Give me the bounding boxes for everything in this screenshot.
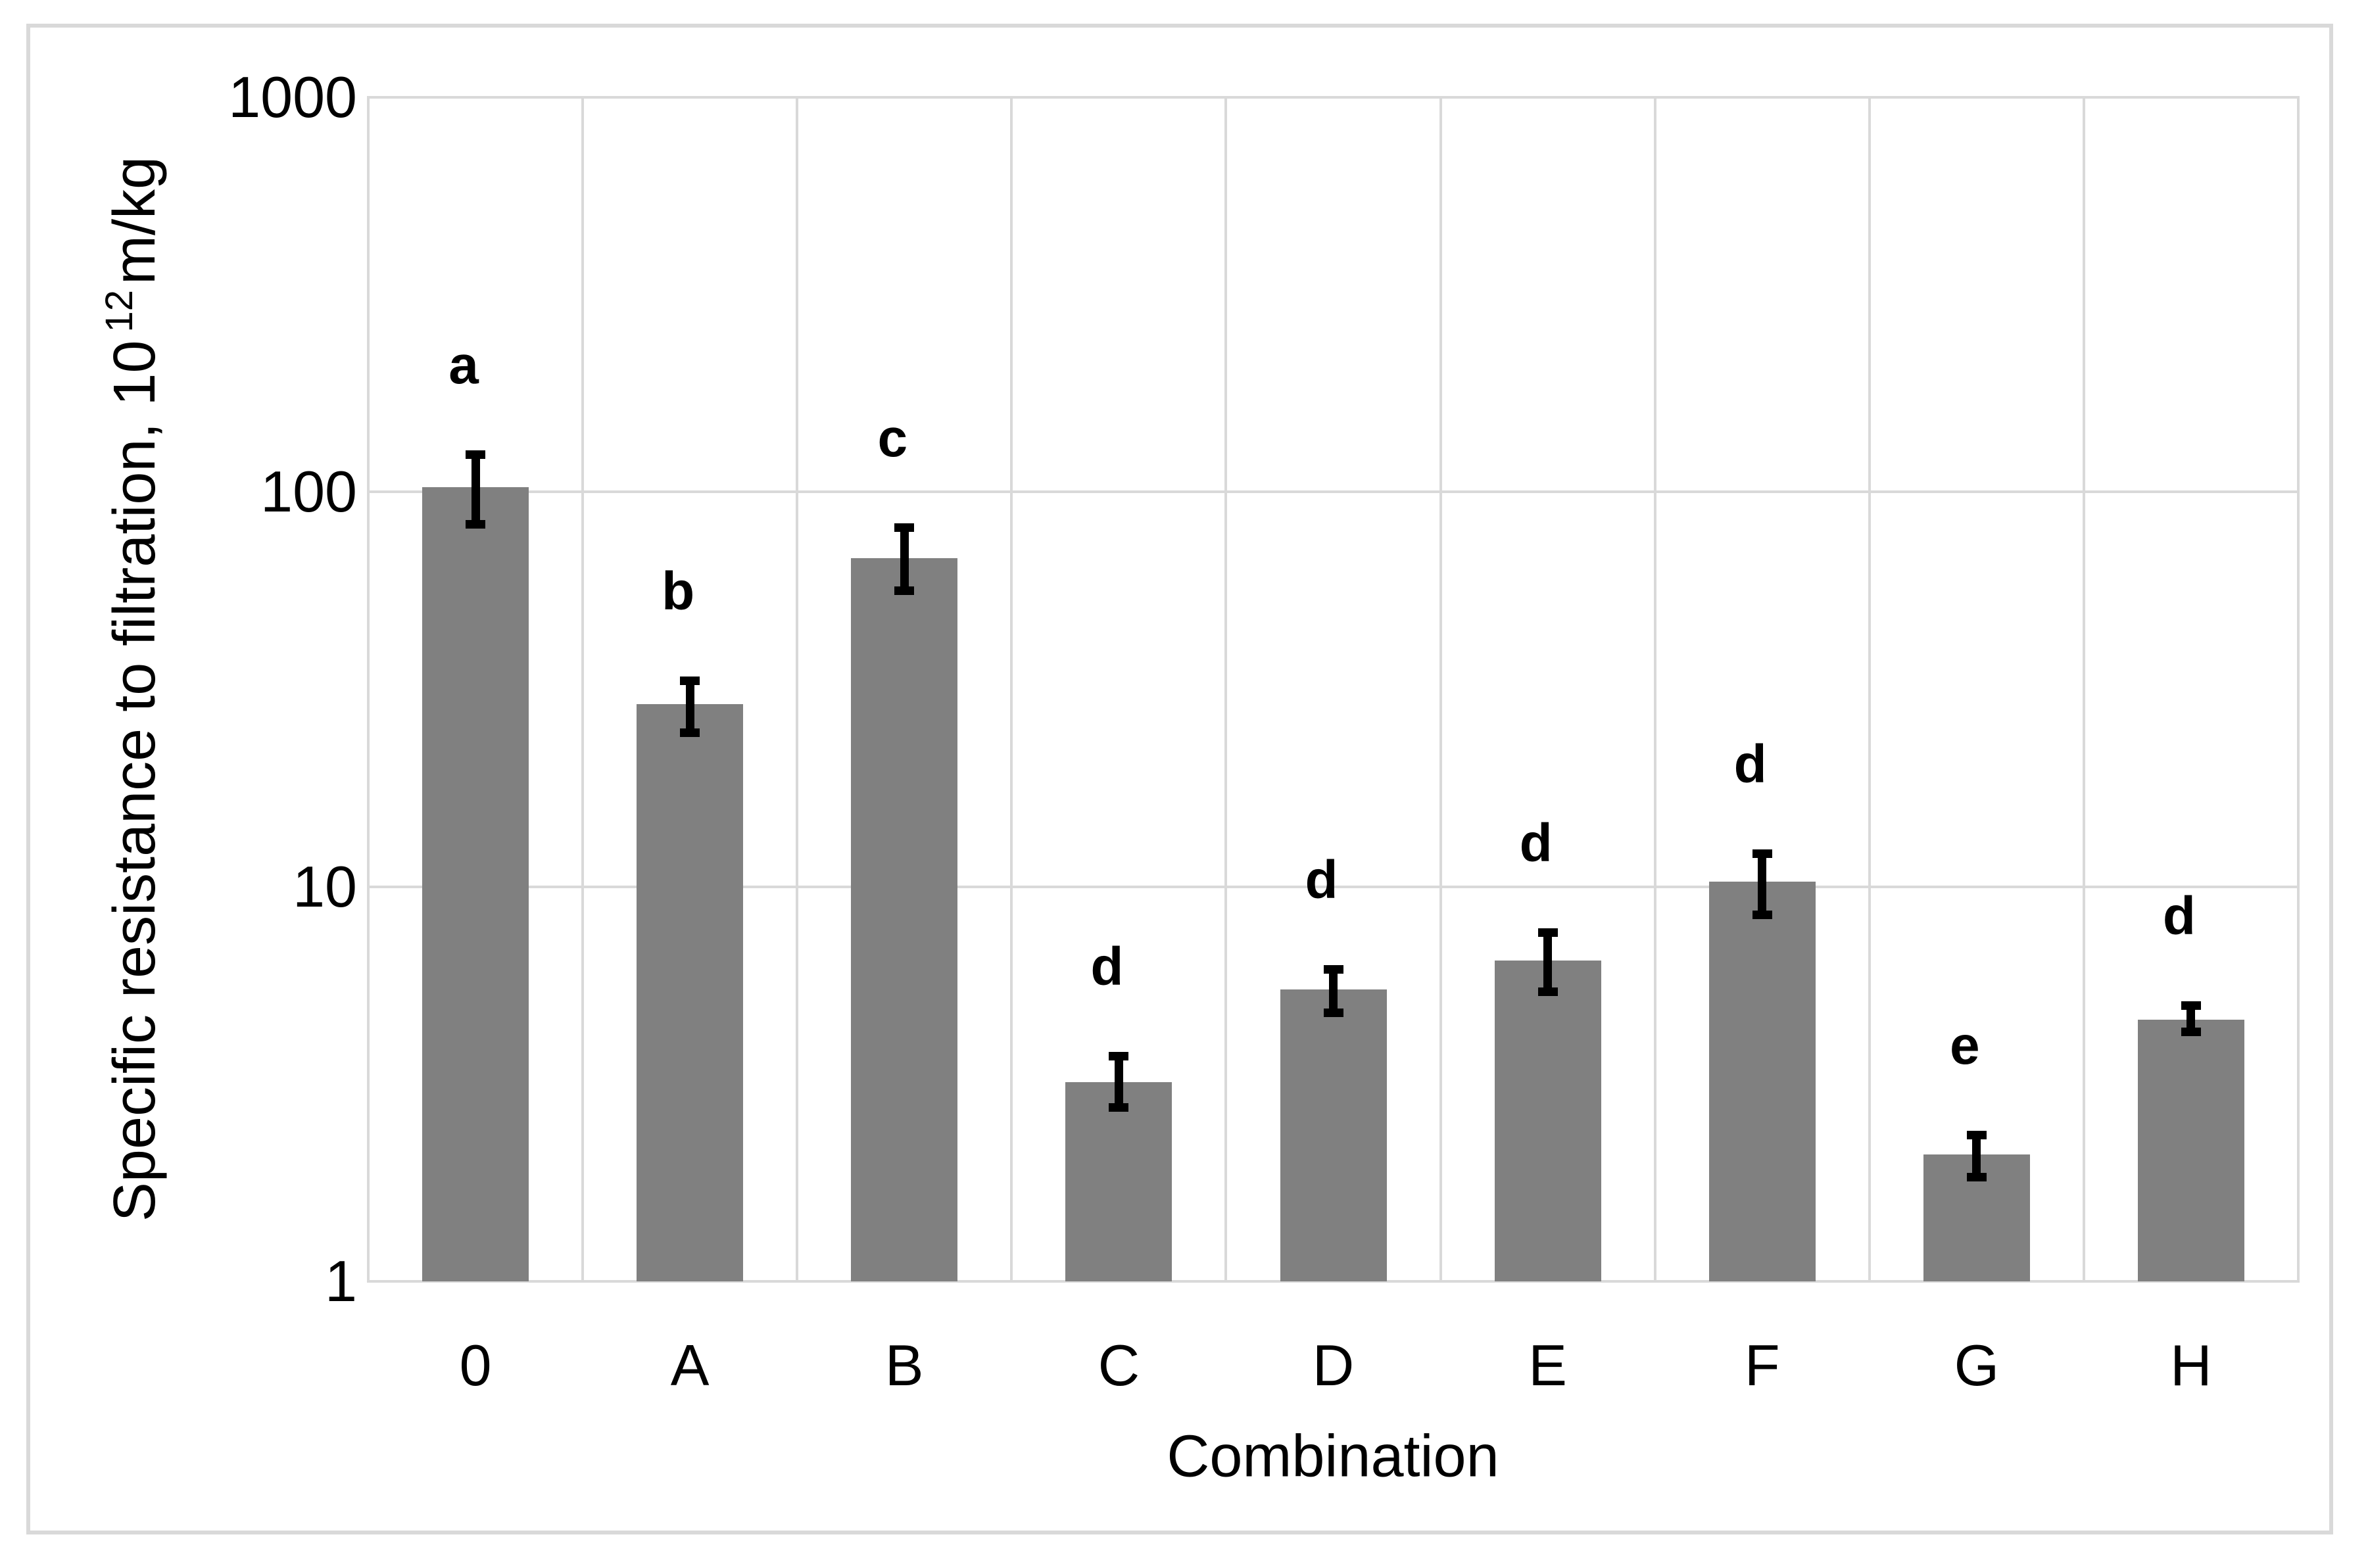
error-cap-top-B [894,523,915,532]
gridline-v-3 [1010,97,1013,1281]
y-axis-title-prefix: Specific resistance to filtration, 10 [102,340,168,1222]
bar-C [1065,1081,1172,1281]
error-bar-F [1758,849,1767,919]
error-cap-top-E [1537,928,1558,938]
error-cap-top-A [680,676,700,685]
error-cap-top-D [1323,965,1343,974]
gridline-h-10 [368,885,2298,888]
gridline-v-4 [1224,97,1228,1281]
bar-H [2137,1020,2244,1281]
x-tick-label-E: E [1528,1333,1567,1398]
significance-letter-D: d [1305,850,1338,911]
y-tick-label-1: 1 [325,1248,357,1314]
significance-letter-E: d [1519,813,1553,874]
x-tick-label-D: D [1312,1333,1355,1398]
error-bar-H [2187,1002,2196,1035]
y-axis-title: Specific resistance to filtration, 10 12m… [80,0,168,1478]
gridline-v-8 [2082,97,2085,1281]
x-tick-label-G: G [1954,1333,2000,1398]
error-cap-bottom-G [1966,1172,1987,1181]
gridline-v-2 [796,97,799,1281]
y-axis-title-superscript: 12 [98,289,141,333]
bar-0 [422,487,529,1281]
significance-letter-A: b [662,561,695,621]
error-cap-bottom-B [894,586,915,596]
error-bar-B [900,523,909,595]
error-bar-D [1329,966,1338,1016]
error-bar-A [685,677,694,737]
x-tick-label-A: A [670,1333,710,1398]
y-tick-label-1000: 1000 [228,64,357,130]
x-tick-label-B: B [884,1333,924,1398]
error-cap-bottom-H [2181,1027,2201,1036]
error-cap-top-0 [466,450,486,460]
x-tick-label-H: H [2170,1333,2212,1398]
y-tick-label-10: 10 [293,853,357,919]
bar-E [1494,960,1601,1281]
significance-letter-0: a [448,335,479,396]
x-tick-label-0: 0 [459,1333,492,1398]
gridline-v-1 [581,97,585,1281]
error-cap-top-C [1109,1051,1129,1060]
significance-letter-G: e [1950,1015,1980,1076]
significance-letter-H: d [2162,886,2196,947]
error-cap-bottom-F [1752,911,1772,920]
y-axis-title-suffix: m/kg [102,156,168,285]
error-cap-top-G [1966,1130,1987,1139]
y-tick-label-100: 100 [260,459,357,525]
significance-letter-C: d [1090,936,1124,997]
error-cap-top-H [2181,1001,2201,1010]
error-cap-bottom-D [1323,1008,1343,1017]
gridline-v-6 [1653,97,1656,1281]
bar-B [851,558,958,1281]
x-axis-title: Combination [1167,1423,1499,1490]
bar-D [1280,989,1387,1281]
significance-letter-B: c [877,408,908,468]
gridline-v-5 [1439,97,1442,1281]
error-bar-G [1972,1131,1981,1181]
bar-A [637,704,744,1281]
x-tick-label-C: C [1098,1333,1140,1398]
error-bar-C [1114,1052,1123,1112]
error-cap-bottom-C [1109,1103,1129,1112]
error-bar-0 [471,451,480,529]
gridline-h-100 [368,490,2298,494]
error-cap-bottom-0 [466,520,486,529]
x-tick-label-F: F [1744,1333,1780,1398]
significance-letter-F: d [1733,734,1767,794]
error-cap-bottom-A [680,728,700,738]
plot-border [367,96,2300,1283]
gridline-v-7 [1868,97,1871,1281]
error-cap-bottom-E [1537,987,1558,997]
figure-border [26,24,2333,1534]
error-cap-top-F [1752,849,1772,858]
bar-F [1708,881,1816,1281]
error-bar-E [1543,929,1553,996]
